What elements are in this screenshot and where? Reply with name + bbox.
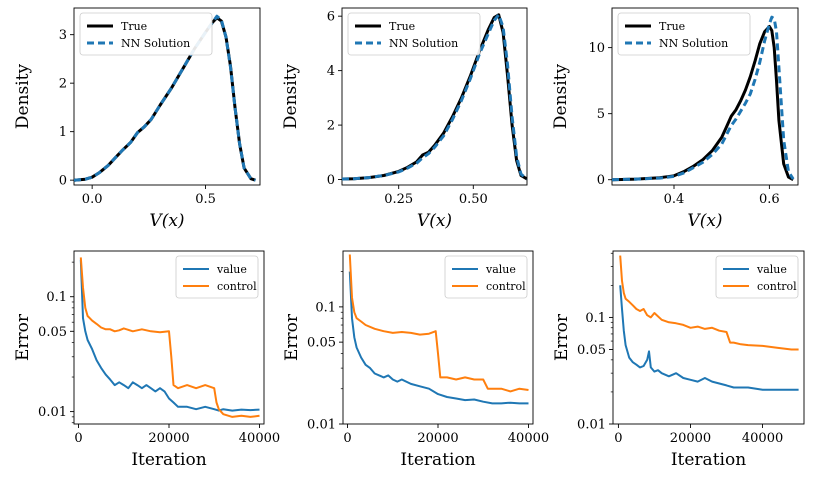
y-tick-label: 4 [327, 64, 335, 79]
x-tick-label: 0.0 [82, 192, 103, 207]
y-tick-label: 5 [597, 107, 605, 122]
y-tick-label: 6 [327, 10, 335, 25]
y-tick-label: 0.05 [307, 336, 336, 351]
legend: value control [444, 255, 528, 299]
series-line-control [619, 255, 799, 351]
subplot-5: 0 20000 40000 0.01 0.05 0.1 Iteration Error valu… [282, 250, 549, 470]
legend-entry: NN Solution [659, 37, 728, 50]
y-tick-label: 0.05 [577, 343, 606, 358]
legend-entry: NN Solution [121, 37, 190, 50]
subplot-6: 0 20000 40000 0.01 0.05 0.1 Iteration Error valu… [552, 250, 805, 470]
axes-frame [73, 7, 261, 186]
y-tick-label: 0.1 [315, 300, 336, 315]
x-tick-label: 0.5 [195, 192, 216, 207]
x-tick-label: 20000 [670, 431, 711, 446]
legend: value control [715, 255, 799, 299]
x-tick-label: 0.4 [664, 192, 685, 207]
y-axis-label: Error [13, 313, 33, 361]
legend-entry: control [757, 280, 797, 293]
x-tick-label: 0 [614, 431, 622, 446]
series-line-true [612, 25, 794, 182]
y-tick-label: 2 [327, 119, 335, 134]
subplot-4: 0 20000 40000 0.01 0.05 0.1 Iteration Error valu… [13, 250, 280, 470]
legend-frame [175, 255, 259, 299]
y-tick-label: 0.01 [577, 418, 606, 433]
series-line-nn-solution [342, 13, 527, 181]
y-axis-label: Density [551, 63, 571, 129]
x-axis-label: Iteration [671, 450, 746, 470]
y-tick-label: 0 [59, 174, 67, 189]
legend-entry: True [659, 20, 685, 33]
series-line-control [79, 257, 260, 418]
x-axis-label: V(x) [417, 211, 452, 231]
legend-entry: value [485, 263, 516, 276]
legend: True NN Solution [617, 12, 751, 56]
subplot-3: 0.4 0.6 0 5 10 V(x) Density True NN Solution [551, 7, 799, 231]
x-tick-label: 0.25 [384, 192, 413, 207]
y-tick-label: 1 [59, 125, 67, 140]
x-tick-label: 20000 [148, 431, 189, 446]
x-axis-label: Iteration [131, 450, 206, 470]
legend-entry: value [216, 263, 247, 276]
legend-entry: value [756, 263, 787, 276]
x-axis-label: Iteration [400, 450, 475, 470]
legend-entry: True [121, 20, 147, 33]
legend-entry: control [486, 280, 526, 293]
y-tick-label: 10 [588, 41, 605, 56]
series-line-value [348, 271, 529, 405]
legend-entry: NN Solution [389, 37, 458, 50]
x-tick-label: 40000 [742, 431, 783, 446]
y-tick-label: 0.05 [38, 325, 67, 340]
legend-entry: control [217, 280, 257, 293]
y-axis-label: Error [282, 313, 302, 361]
subplot-2: 0.25 0.50 0 2 4 6 V(x) Density True NN Solution [281, 7, 528, 231]
y-tick-label: 0.1 [585, 311, 606, 326]
series-line-value [619, 285, 799, 391]
subplot-1: 0.0 0.5 0 1 2 3 V(x) Density True NN Solution [13, 7, 261, 231]
x-tick-label: 0 [74, 431, 82, 446]
x-tick-label: 0 [343, 431, 351, 446]
axes-frame [612, 250, 805, 425]
y-tick-label: 0.01 [307, 418, 336, 433]
y-tick-label: 0.1 [46, 290, 67, 305]
legend-frame [444, 255, 528, 299]
x-tick-label: 40000 [239, 431, 280, 446]
legend: True NN Solution [79, 12, 213, 56]
y-axis-label: Error [552, 313, 572, 361]
series-line-control [348, 254, 529, 393]
x-tick-label: 0.6 [759, 192, 780, 207]
x-tick-label: 40000 [508, 431, 549, 446]
x-axis-label: V(x) [687, 211, 722, 231]
x-tick-label: 20000 [417, 431, 458, 446]
series-line-nn-solution [74, 14, 256, 182]
y-axis-label: Density [13, 63, 33, 129]
y-tick-label: 0.01 [38, 405, 67, 420]
y-axis-label: Density [281, 63, 301, 129]
y-tick-label: 3 [59, 28, 67, 43]
legend: True NN Solution [347, 12, 481, 56]
legend: value control [175, 255, 259, 299]
y-tick-label: 0 [327, 173, 335, 188]
x-tick-label: 0.50 [459, 192, 488, 207]
axes-frame [611, 7, 799, 186]
legend-entry: True [389, 20, 415, 33]
legend-frame [715, 255, 799, 299]
x-axis-label: V(x) [149, 211, 184, 231]
axes-frame [341, 7, 528, 186]
series-line-value [79, 259, 260, 412]
y-tick-label: 2 [59, 77, 67, 92]
y-tick-label: 0 [597, 173, 605, 188]
